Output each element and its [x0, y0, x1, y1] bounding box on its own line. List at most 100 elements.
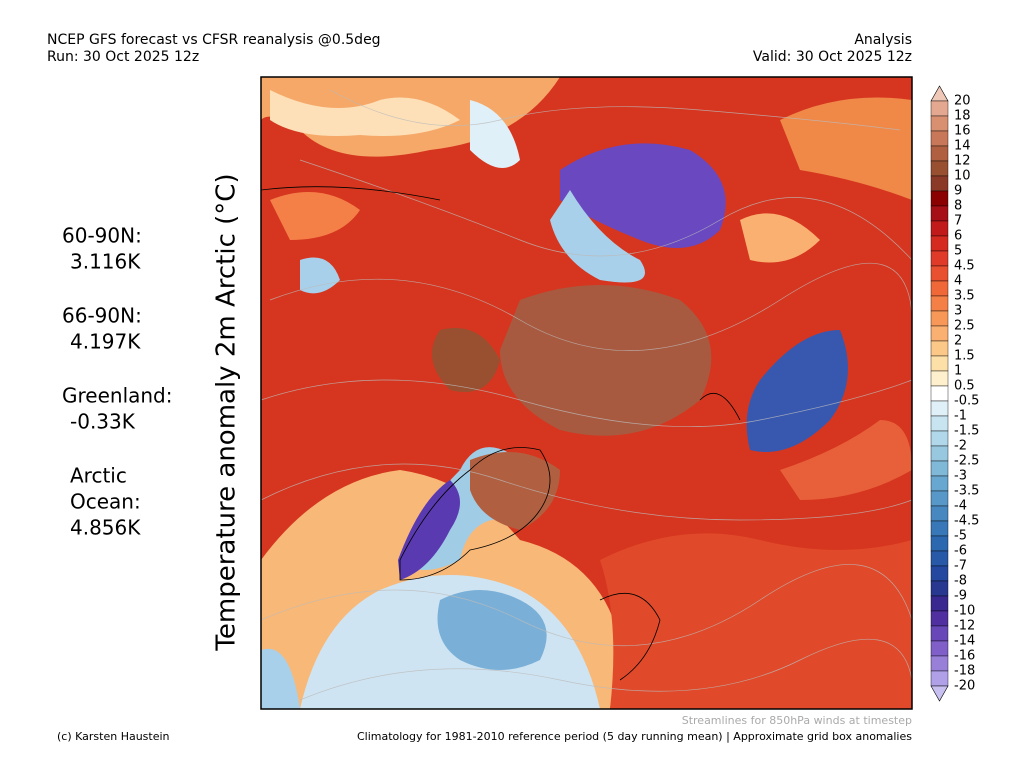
colorbar-swatch — [930, 445, 949, 462]
colorbar-label: -14 — [954, 634, 975, 649]
colorbar-label: 1.5 — [954, 349, 975, 364]
colorbar-label: -6 — [954, 544, 967, 559]
colorbar-swatch — [930, 400, 949, 417]
colorbar-swatch — [930, 520, 949, 537]
colorbar-label: -8 — [954, 574, 967, 589]
colorbar-swatch — [930, 475, 949, 492]
colorbar-swatch — [930, 640, 949, 657]
colorbar-swatch — [930, 565, 949, 582]
valid: Valid: 30 Oct 2025 12z — [753, 49, 912, 65]
colorbar-label: -4 — [954, 499, 967, 514]
colorbar-swatch — [930, 130, 949, 147]
streamlines-note: Streamlines for 850hPa winds at timestep — [682, 714, 912, 727]
colorbar-label: -5 — [954, 529, 967, 544]
y-label: Temperature anomaly 2m Arctic (°C) — [212, 173, 242, 651]
stat-value: 4.197K — [70, 330, 141, 354]
title: NCEP GFS forecast vs CFSR reanalysis @0.… — [47, 32, 381, 48]
colorbar-label: 5 — [954, 244, 962, 259]
stat-value: 3.116K — [70, 250, 141, 274]
colorbar-label: 12 — [954, 154, 971, 169]
colorbar-swatch — [930, 250, 949, 267]
colorbar-swatch — [930, 220, 949, 237]
run: Run: 30 Oct 2025 12z — [47, 49, 199, 65]
colorbar-label: -9 — [954, 589, 967, 604]
colorbar-swatch — [930, 160, 949, 177]
colorbar-swatch — [930, 580, 949, 597]
stat-label: Ocean: — [70, 490, 141, 514]
colorbar-label: -2 — [954, 439, 967, 454]
colorbar-label: -20 — [954, 679, 975, 694]
colorbar-label: -0.5 — [954, 394, 979, 409]
colorbar-label: -12 — [954, 619, 975, 634]
map — [260, 76, 913, 710]
colorbar-label: 20 — [954, 94, 971, 109]
colorbar-swatch — [930, 205, 949, 222]
colorbar-label: -4.5 — [954, 514, 979, 529]
stat-label: Arctic — [70, 464, 127, 488]
colorbar-swatch — [930, 115, 949, 132]
colorbar-label: 4.5 — [954, 259, 975, 274]
colorbar-swatch — [930, 625, 949, 642]
stat-value: -0.33K — [70, 410, 136, 434]
colorbar-label: 0.5 — [954, 379, 975, 394]
colorbar-label: -18 — [954, 664, 975, 679]
stat-label: 66-90N: — [62, 304, 142, 328]
colorbar-label: 8 — [954, 199, 962, 214]
colorbar-swatch — [930, 235, 949, 252]
colorbar-cap — [930, 85, 949, 102]
colorbar-swatch — [930, 430, 949, 447]
colorbar-label: 2 — [954, 334, 962, 349]
colorbar-swatch — [930, 340, 949, 357]
colorbar-swatch — [930, 670, 949, 687]
colorbar-swatch — [930, 460, 949, 477]
colorbar-label: 18 — [954, 109, 971, 124]
colorbar-label: 1 — [954, 364, 962, 379]
colorbar-label: 9 — [954, 184, 962, 199]
colorbar-label: -1.5 — [954, 424, 979, 439]
colorbar-swatch — [930, 325, 949, 342]
colorbar-label: 16 — [954, 124, 971, 139]
colorbar-swatch — [930, 385, 949, 402]
colorbar-swatch — [930, 175, 949, 192]
colorbar-label: -3.5 — [954, 484, 979, 499]
colorbar-label: 7 — [954, 214, 962, 229]
colorbar-label: -1 — [954, 409, 967, 424]
colorbar-swatch — [930, 490, 949, 507]
analysis: Analysis — [854, 32, 912, 48]
stat-label: Greenland: — [62, 384, 173, 408]
colorbar-label: 3 — [954, 304, 962, 319]
colorbar-swatch — [930, 370, 949, 387]
colorbar-label: 4 — [954, 274, 962, 289]
colorbar-swatch — [930, 190, 949, 207]
colorbar-label: -10 — [954, 604, 975, 619]
colorbar-swatch — [930, 610, 949, 627]
colorbar-swatch — [930, 265, 949, 282]
stat-value: 4.856K — [70, 516, 141, 540]
colorbar-swatch — [930, 415, 949, 432]
colorbar-swatch — [930, 355, 949, 372]
colorbar-swatch — [930, 535, 949, 552]
colorbar-swatch — [930, 550, 949, 567]
climatology-note: Climatology for 1981-2010 reference peri… — [357, 730, 912, 743]
colorbar-label: 3.5 — [954, 289, 975, 304]
credit: (c) Karsten Haustein — [57, 730, 170, 743]
colorbar-swatch — [930, 505, 949, 522]
colorbar-swatch — [930, 595, 949, 612]
colorbar-label: -2.5 — [954, 454, 979, 469]
colorbar-swatch — [930, 655, 949, 672]
colorbar-swatch — [930, 280, 949, 297]
colorbar-swatch — [930, 295, 949, 312]
colorbar-label: 2.5 — [954, 319, 975, 334]
colorbar-swatch — [930, 100, 949, 117]
colorbar-swatch — [930, 310, 949, 327]
colorbar-label: 10 — [954, 169, 971, 184]
colorbar-label: 6 — [954, 229, 962, 244]
colorbar-label: -16 — [954, 649, 975, 664]
colorbar-swatch — [930, 145, 949, 162]
colorbar-label: -7 — [954, 559, 967, 574]
colorbar-cap — [930, 685, 949, 702]
stat-label: 60-90N: — [62, 224, 142, 248]
colorbar-label: 14 — [954, 139, 971, 154]
colorbar-label: -3 — [954, 469, 967, 484]
